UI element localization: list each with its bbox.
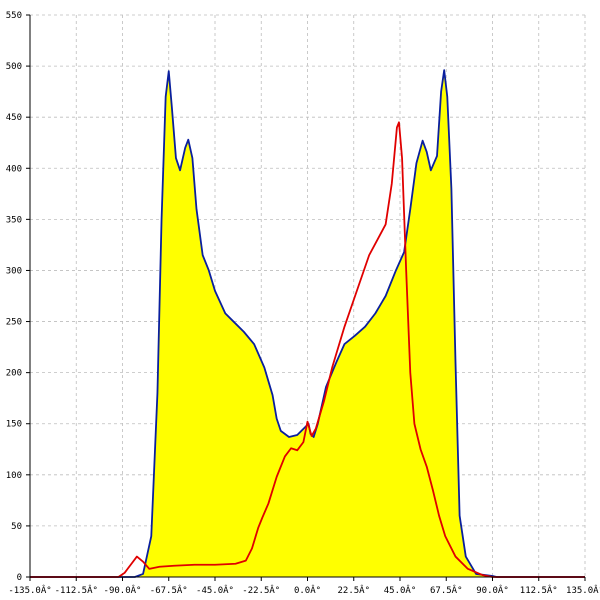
y-tick-label: 150 (6, 420, 22, 430)
axis-layer (26, 14, 586, 581)
series-1-area (30, 70, 585, 578)
y-tick-label: 50 (11, 522, 22, 532)
y-tick-label: 0 (17, 573, 22, 583)
y-tick-label: 400 (6, 164, 22, 174)
x-tick-label: -135.0Â° (8, 584, 51, 596)
y-tick-label: 550 (6, 11, 22, 21)
y-tick-label: 100 (6, 471, 22, 481)
x-tick-label: 22.5Â° (337, 584, 370, 596)
x-tick-label: 45.0Â° (384, 584, 417, 596)
series-2-line (30, 121, 585, 578)
y-tick-label: 500 (6, 62, 22, 72)
x-tick-label: -45.0Â° (196, 584, 234, 596)
x-tick-label: -90.0Â° (104, 584, 142, 596)
x-tick-label: -22.5Â° (242, 584, 280, 596)
x-tick-label: -112.5Â° (55, 584, 98, 596)
x-tick-label: 0.0Â° (294, 584, 321, 596)
tick-label-layer: 0 50 100 150 200 250 300 350 400 450 500 550 -135.0Â… (6, 11, 600, 596)
x-tick-label: 67.5Â° (430, 584, 463, 596)
y-tick-label: 200 (6, 369, 22, 379)
y-tick-label: 350 (6, 215, 22, 225)
x-tick-label: -67.5Â° (150, 584, 188, 596)
x-tick-label: 112.5Â° (520, 584, 558, 596)
series-layer (30, 69, 585, 578)
y-tick-label: 250 (6, 318, 22, 328)
x-tick-label: 135.0Â° (566, 584, 600, 596)
x-tick-label: 90.0Â° (476, 584, 509, 596)
y-tick-label: 300 (6, 266, 22, 276)
y-tick-label: 450 (6, 113, 22, 123)
